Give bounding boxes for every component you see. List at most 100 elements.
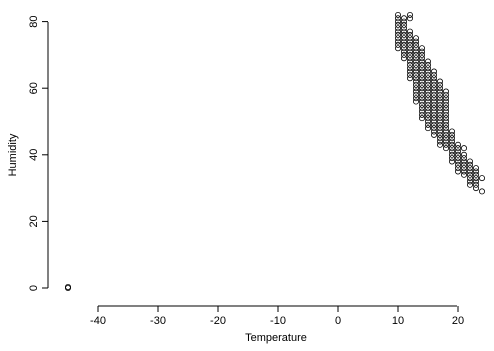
data-point [442, 88, 449, 95]
y-axis-ticks: 0 20 40 60 80 [28, 15, 48, 291]
data-point [418, 91, 425, 98]
data-point [412, 65, 419, 72]
y-tick-label: 60 [28, 82, 40, 94]
data-point [472, 168, 479, 175]
data-point [418, 101, 425, 108]
data-point [466, 178, 473, 185]
data-point [442, 135, 449, 142]
data-point [460, 151, 467, 158]
data-point [412, 58, 419, 65]
data-point [406, 61, 413, 68]
data-point [424, 68, 431, 75]
data-point [418, 115, 425, 122]
data-point [430, 78, 437, 85]
data-point [442, 108, 449, 115]
data-point [418, 85, 425, 92]
data-point [430, 68, 437, 75]
data-point [406, 45, 413, 52]
data-point [436, 101, 443, 108]
data-point [418, 65, 425, 72]
data-point [436, 135, 443, 142]
data-point [406, 51, 413, 58]
data-point [466, 175, 473, 182]
data-point [412, 35, 419, 42]
data-point [412, 61, 419, 68]
data-point [424, 71, 431, 78]
data-point [412, 51, 419, 58]
data-point [472, 178, 479, 185]
data-point [418, 78, 425, 85]
data-point [448, 151, 455, 158]
data-point [400, 35, 407, 42]
data-point [454, 158, 461, 165]
data-point [466, 171, 473, 178]
data-point [412, 75, 419, 82]
data-point [454, 145, 461, 152]
data-point [436, 115, 443, 122]
data-point [412, 41, 419, 48]
data-point [394, 28, 401, 35]
data-point [65, 284, 72, 291]
data-point [436, 138, 443, 145]
data-point [412, 38, 419, 45]
data-point [424, 88, 431, 95]
data-point [406, 75, 413, 82]
data-point [400, 31, 407, 38]
data-point [442, 115, 449, 122]
data-point [430, 105, 437, 112]
data-point [406, 55, 413, 62]
data-point [436, 118, 443, 125]
data-point [430, 121, 437, 128]
x-tick-label: 0 [335, 315, 341, 327]
data-point [406, 28, 413, 35]
data-point [418, 98, 425, 105]
data-point [406, 48, 413, 55]
data-point [442, 131, 449, 138]
data-point [436, 78, 443, 85]
data-point [460, 158, 467, 165]
data-point [400, 25, 407, 32]
data-point [466, 168, 473, 175]
data-point [448, 135, 455, 142]
data-point [418, 81, 425, 88]
data-point [430, 111, 437, 118]
data-point [394, 35, 401, 42]
data-point [406, 58, 413, 65]
data-point [478, 188, 485, 195]
data-point [448, 141, 455, 148]
data-point [424, 98, 431, 105]
data-point [424, 118, 431, 125]
data-point [406, 68, 413, 75]
data-point [400, 15, 407, 22]
data-point [412, 98, 419, 105]
data-point [412, 55, 419, 62]
data-point [436, 81, 443, 88]
data-point [424, 111, 431, 118]
data-point [454, 161, 461, 168]
data-point [436, 131, 443, 138]
data-point [436, 91, 443, 98]
x-tick-label: -30 [150, 315, 166, 327]
data-point [430, 115, 437, 122]
data-point [436, 98, 443, 105]
data-point [442, 95, 449, 102]
data-point [430, 75, 437, 82]
data-point [466, 161, 473, 168]
data-point [406, 71, 413, 78]
data-point [424, 115, 431, 122]
data-point [448, 148, 455, 155]
y-tick-label: 80 [28, 15, 40, 27]
data-point [460, 155, 467, 162]
data-point [424, 95, 431, 102]
data-point [454, 168, 461, 175]
data-point [400, 21, 407, 28]
data-point [412, 78, 419, 85]
data-point [442, 121, 449, 128]
data-point [424, 85, 431, 92]
data-point [424, 78, 431, 85]
data-point [466, 158, 473, 165]
data-point [442, 91, 449, 98]
data-point [424, 125, 431, 132]
data-point [430, 108, 437, 115]
data-point [394, 15, 401, 22]
